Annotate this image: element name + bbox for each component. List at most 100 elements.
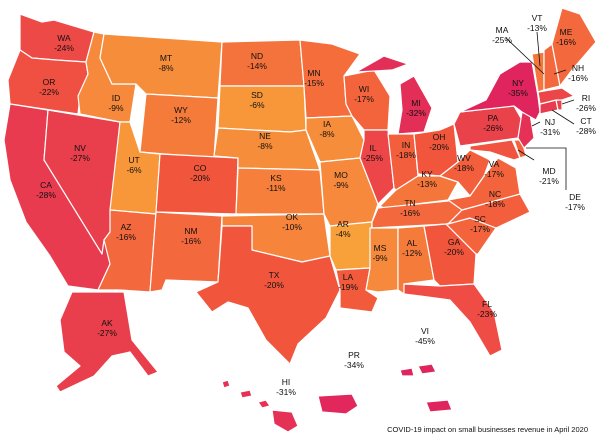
state-labels: WA -24% OR -22% CA -28% NV -27% ID -9% MT -8% … <box>36 13 596 397</box>
label-ga: GA -20% <box>444 237 464 257</box>
label-in: IN -18% <box>396 140 416 160</box>
label-co: CO -20% <box>190 163 210 183</box>
label-code: AL <box>407 238 418 248</box>
label-code: MO <box>334 170 348 180</box>
label-sd: SD -6% <box>249 90 265 110</box>
label-nj: NJ -31% <box>540 117 560 137</box>
label-ut: UT -6% <box>126 155 142 175</box>
label-me: ME -16% <box>556 27 576 47</box>
label-value: -34% <box>344 360 364 370</box>
label-value: -20% <box>264 280 284 290</box>
label-ne: NE -8% <box>257 131 273 151</box>
label-value: -22% <box>39 87 59 97</box>
label-wy: WY -12% <box>171 105 191 125</box>
label-ny: NY -35% <box>508 78 528 98</box>
label-nd: ND -14% <box>247 51 267 71</box>
label-value: -20% <box>444 247 464 257</box>
state-wy <box>139 93 219 159</box>
label-value: -21% <box>539 176 559 186</box>
label-code: MN <box>307 68 320 78</box>
label-code: ME <box>560 27 573 37</box>
label-value: -17% <box>470 224 490 234</box>
label-or: OR -22% <box>39 77 59 97</box>
label-value: -8% <box>257 141 273 151</box>
label-value: -27% <box>97 328 117 338</box>
label-code: KY <box>421 169 433 179</box>
label-vt: VT -13% <box>527 13 547 33</box>
label-code: PR <box>348 350 360 360</box>
state-ma <box>537 87 575 105</box>
label-vi: VI -45% <box>415 326 435 346</box>
label-code: MA <box>496 25 509 35</box>
label-code: PA <box>488 113 499 123</box>
label-code: NE <box>259 131 271 141</box>
label-pa: PA -26% <box>483 113 503 133</box>
label-code: MT <box>160 53 172 63</box>
state-vi <box>399 363 453 413</box>
label-value: -26% <box>483 123 503 133</box>
label-value: -11% <box>266 183 286 193</box>
label-value: -9% <box>108 103 124 113</box>
label-code: DE <box>569 192 581 202</box>
label-code: MS <box>374 243 387 253</box>
label-code: UT <box>128 155 139 165</box>
state-il <box>359 129 395 205</box>
label-code: IN <box>402 140 411 150</box>
label-value: -25% <box>363 153 383 163</box>
label-ok: OK -10% <box>282 212 302 232</box>
label-ct: CT -28% <box>576 116 596 136</box>
state-pr <box>317 393 359 415</box>
label-nh: NH -16% <box>568 63 588 83</box>
label-code: NC <box>489 189 501 199</box>
label-code: OR <box>43 77 56 87</box>
label-nv: NV -27% <box>70 143 90 163</box>
label-value: -25% <box>492 35 512 45</box>
label-tn: TN -16% <box>400 198 420 218</box>
label-code: HI <box>282 377 291 387</box>
label-value: -26% <box>576 103 596 113</box>
label-value: -31% <box>540 127 560 137</box>
label-value: -13% <box>527 23 547 33</box>
label-value: -27% <box>70 153 90 163</box>
label-code: IL <box>369 143 376 153</box>
label-code: NV <box>74 143 86 153</box>
label-code: AZ <box>121 222 132 232</box>
label-sc: SC -17% <box>470 214 490 234</box>
label-code: AK <box>101 318 113 328</box>
leader-lines <box>505 31 575 190</box>
label-code: WV <box>457 153 471 163</box>
label-value: -31% <box>276 387 296 397</box>
label-mn: MN -15% <box>304 68 324 88</box>
state-ak <box>55 291 159 393</box>
state-ny <box>459 61 541 121</box>
label-code: ND <box>251 51 263 61</box>
state-nm <box>149 211 223 293</box>
label-value: -12% <box>402 248 422 258</box>
label-code: OH <box>433 132 446 142</box>
label-value: -9% <box>333 180 349 190</box>
label-code: ID <box>112 93 121 103</box>
label-mo: MO -9% <box>333 170 349 190</box>
label-ky: KY -13% <box>417 169 437 189</box>
label-tx: TX -20% <box>264 270 284 290</box>
label-value: -20% <box>429 142 449 152</box>
label-code: TX <box>269 270 280 280</box>
state-hi <box>221 379 299 433</box>
label-code: NH <box>572 63 584 73</box>
state-wv <box>439 149 491 197</box>
label-value: -8% <box>158 63 174 73</box>
label-code: IA <box>323 119 331 129</box>
label-value: -8% <box>319 129 335 139</box>
label-ms: MS -9% <box>372 243 388 263</box>
label-ma: MA -25% <box>492 25 512 45</box>
label-value: -18% <box>396 150 416 160</box>
label-wa: WA -24% <box>54 33 74 53</box>
label-value: -32% <box>406 108 426 118</box>
label-nm: NM -16% <box>181 226 201 246</box>
label-code: VA <box>489 159 500 169</box>
label-code: FL <box>482 299 492 309</box>
label-value: -28% <box>576 126 596 136</box>
label-code: KS <box>270 173 282 183</box>
label-code: WY <box>174 105 188 115</box>
label-value: -24% <box>54 43 74 53</box>
